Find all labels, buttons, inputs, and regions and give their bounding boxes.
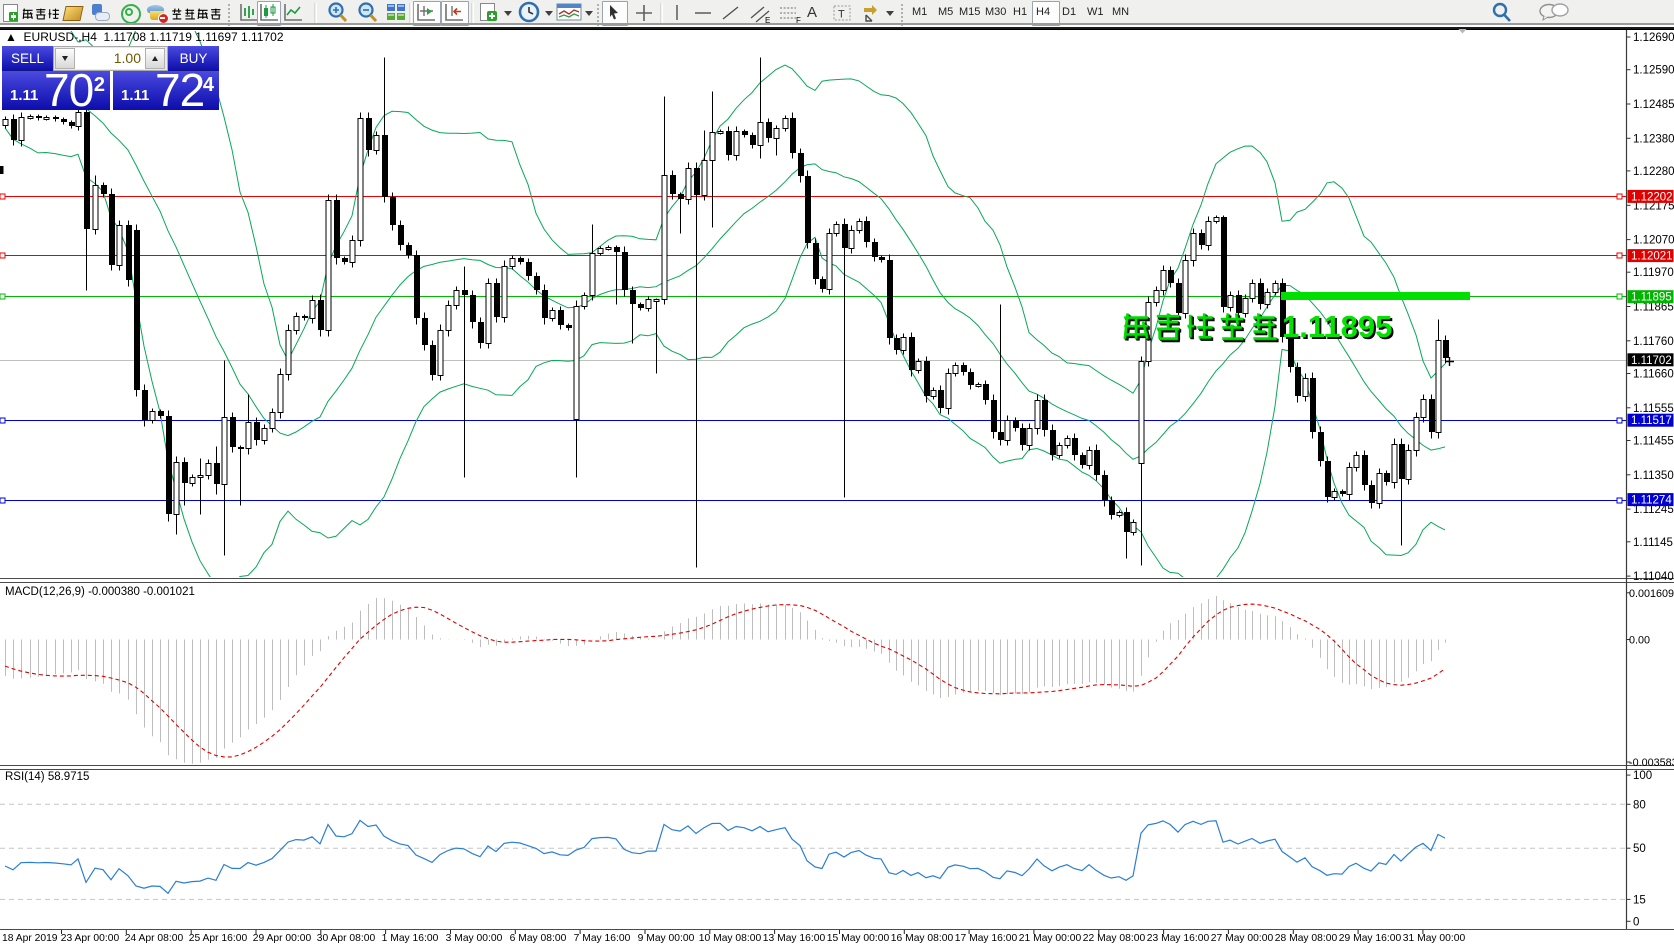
- svg-text:21 May 00:00: 21 May 00:00: [1019, 933, 1082, 944]
- svg-text:MACD(12,26,9) -0.000380 -0.001: MACD(12,26,9) -0.000380 -0.001021: [5, 586, 195, 598]
- svg-text:1.12380: 1.12380: [1633, 133, 1674, 145]
- svg-text:▲ EURUSD-,H4 1.11708 1.11719: ▲ EURUSD-,H4 1.11708 1.11719 1.11697 1.1…: [5, 30, 284, 44]
- svg-text:0: 0: [1633, 916, 1639, 928]
- svg-text:1.12690: 1.12690: [1633, 32, 1674, 44]
- svg-text:1.11865: 1.11865: [1633, 302, 1674, 314]
- svg-text:1.11040: 1.11040: [1633, 571, 1674, 583]
- svg-text:1.11274: 1.11274: [1631, 495, 1672, 507]
- svg-text:28 May 08:00: 28 May 08:00: [1275, 933, 1338, 944]
- svg-text:1.11145: 1.11145: [1633, 537, 1673, 549]
- svg-text:3 May 00:00: 3 May 00:00: [446, 933, 503, 944]
- svg-text:E: E: [765, 16, 770, 25]
- svg-text:31 May 00:00: 31 May 00:00: [1403, 933, 1466, 944]
- svg-text:24 Apr 08:00: 24 Apr 08:00: [125, 933, 184, 944]
- svg-text:29 Apr 00:00: 29 Apr 00:00: [253, 933, 312, 944]
- svg-text:9 May 00:00: 9 May 00:00: [638, 933, 695, 944]
- svg-text:1.12202: 1.12202: [1631, 191, 1673, 203]
- svg-text:7 May 16:00: 7 May 16:00: [574, 933, 631, 944]
- svg-text:16 May 08:00: 16 May 08:00: [891, 933, 954, 944]
- svg-text:15 May 00:00: 15 May 00:00: [827, 933, 890, 944]
- svg-text:0.00: 0.00: [1629, 635, 1650, 647]
- svg-text:29 May 16:00: 29 May 16:00: [1339, 933, 1402, 944]
- svg-text:1.12280: 1.12280: [1633, 166, 1674, 178]
- svg-text:18 Apr 2019: 18 Apr 2019: [2, 933, 58, 944]
- svg-text:1.11245: 1.11245: [1633, 504, 1674, 516]
- svg-text:1.12175: 1.12175: [1633, 200, 1674, 212]
- svg-text:1.12070: 1.12070: [1633, 235, 1674, 247]
- svg-text:1.11895: 1.11895: [1631, 292, 1672, 304]
- svg-text:1.12590: 1.12590: [1633, 65, 1674, 77]
- svg-text:RSI(14) 58.9715: RSI(14) 58.9715: [5, 771, 89, 783]
- svg-text:17 May 16:00: 17 May 16:00: [955, 933, 1018, 944]
- svg-text:10 May 08:00: 10 May 08:00: [699, 933, 762, 944]
- svg-text:1.11350: 1.11350: [1633, 470, 1674, 482]
- svg-text:50: 50: [1633, 843, 1646, 855]
- svg-text:1.12485: 1.12485: [1633, 99, 1674, 111]
- svg-text:1.11455: 1.11455: [1633, 436, 1674, 448]
- svg-text:1.11660: 1.11660: [1633, 369, 1674, 381]
- svg-text:80: 80: [1633, 799, 1646, 811]
- svg-text:22 May 08:00: 22 May 08:00: [1083, 933, 1146, 944]
- svg-text:1.11760: 1.11760: [1633, 336, 1674, 348]
- svg-text:1.12021: 1.12021: [1631, 251, 1673, 263]
- svg-text:1.11517: 1.11517: [1631, 415, 1672, 427]
- svg-text:1.11970: 1.11970: [1633, 267, 1674, 279]
- svg-text:1.11702: 1.11702: [1631, 355, 1672, 367]
- svg-text:25 Apr 16:00: 25 Apr 16:00: [189, 933, 248, 944]
- svg-text:6 May 08:00: 6 May 08:00: [510, 933, 567, 944]
- svg-text:1.11895: 1.11895: [1282, 309, 1392, 344]
- svg-text:23 Apr 00:00: 23 Apr 00:00: [61, 933, 120, 944]
- svg-text:1 May 16:00: 1 May 16:00: [382, 933, 439, 944]
- svg-text:-0.003583: -0.003583: [1629, 757, 1674, 769]
- svg-text:15: 15: [1633, 894, 1646, 906]
- svg-text:27 May 00:00: 27 May 00:00: [1211, 933, 1274, 944]
- svg-text:F: F: [796, 16, 801, 25]
- svg-text:13 May 16:00: 13 May 16:00: [763, 933, 826, 944]
- svg-text:0.001609: 0.001609: [1629, 588, 1674, 600]
- svg-text:1.11555: 1.11555: [1633, 403, 1674, 415]
- svg-text:T: T: [838, 9, 845, 21]
- svg-text:23 May 16:00: 23 May 16:00: [1147, 933, 1210, 944]
- svg-text:100: 100: [1633, 770, 1652, 782]
- svg-text:30 Apr 08:00: 30 Apr 08:00: [317, 933, 376, 944]
- svg-text:1.11895: 1.11895: [1284, 311, 1394, 346]
